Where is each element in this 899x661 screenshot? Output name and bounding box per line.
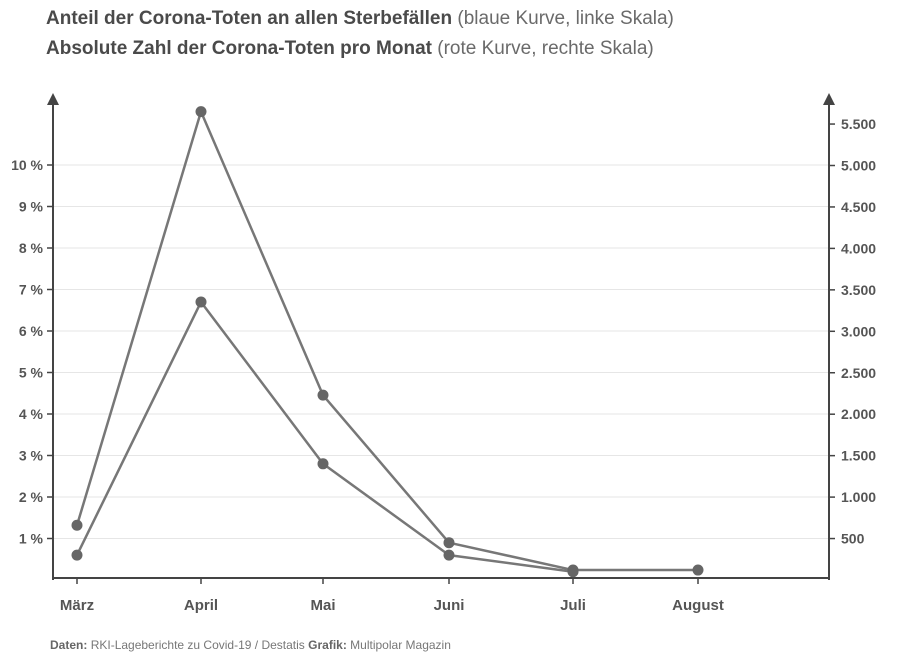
data-point-deaths [692, 564, 704, 576]
chart-title-note: (blaue Kurve, linke Skala) [457, 8, 674, 29]
right-axis-tick-label: 5.500 [841, 116, 876, 132]
right-axis-tick-label: 1.000 [841, 489, 876, 505]
data-point-deaths [567, 564, 579, 576]
left-axis-tick-label: 3 % [19, 448, 44, 464]
x-axis-tick-label: August [672, 597, 724, 614]
left-axis-tick-label: 1 % [19, 531, 44, 547]
credit-value: Multipolar Magazin [350, 638, 451, 652]
left-axis-tick-label: 7 % [19, 282, 44, 298]
right-axis-tick-label: 5.000 [841, 158, 876, 174]
x-axis-tick-label: April [184, 597, 218, 614]
left-axis-tick-label: 5 % [19, 365, 44, 381]
data-point-share [71, 549, 83, 561]
data-point-share [317, 458, 329, 470]
data-point-share [443, 549, 455, 561]
right-axis-tick-label: 500 [841, 531, 865, 547]
right-axis-tick-label: 4.000 [841, 240, 876, 256]
left-axis-tick-label: 4 % [19, 406, 44, 422]
right-axis-arrow-icon [823, 93, 835, 105]
data-point-deaths [71, 519, 83, 531]
left-axis-tick-label: 10 % [11, 157, 43, 173]
left-axis-tick-label: 9 % [19, 199, 44, 215]
left-axis-arrow-icon [47, 93, 59, 105]
credit-label: Grafik: [308, 638, 347, 652]
right-axis-tick-label: 4.500 [841, 199, 876, 215]
x-axis-tick-label: Juli [560, 597, 586, 614]
chart-title-main: Anteil der Corona-Toten an allen Sterbef… [46, 8, 453, 29]
right-axis-tick-label: 1.500 [841, 448, 876, 464]
x-axis-tick-label: März [60, 597, 94, 614]
chart-footer: Daten: RKI-Lageberichte zu Covid-19 / De… [50, 638, 451, 652]
right-axis-tick-label: 2.500 [841, 365, 876, 381]
source-value: RKI-Lageberichte zu Covid-19 / Destatis [90, 638, 305, 652]
data-point-deaths [443, 537, 455, 549]
data-point-deaths [317, 389, 329, 401]
series-line-share [75, 300, 574, 573]
series-line-deaths [75, 110, 698, 572]
x-axis-tick-label: Juni [434, 597, 465, 614]
x-axis-tick-label: Mai [310, 597, 335, 614]
chart-title-line-2: Absolute Zahl der Corona-Toten pro Monat… [46, 38, 654, 60]
right-axis-tick-label: 2.000 [841, 406, 876, 422]
chart-title-line-1: Anteil der Corona-Toten an allen Sterbef… [46, 8, 674, 30]
data-point-deaths [195, 106, 207, 118]
data-point-share [195, 296, 207, 308]
chart-subtitle-main: Absolute Zahl der Corona-Toten pro Monat [46, 38, 432, 59]
left-axis-tick-label: 2 % [19, 489, 44, 505]
right-axis-tick-label: 3.500 [841, 282, 876, 298]
source-label: Daten: [50, 638, 88, 652]
right-axis-tick-label: 3.000 [841, 323, 876, 339]
left-axis-tick-label: 8 % [19, 240, 44, 256]
left-axis-tick-label: 6 % [19, 323, 44, 339]
chart-subtitle-note: (rote Kurve, rechte Skala) [437, 38, 654, 59]
